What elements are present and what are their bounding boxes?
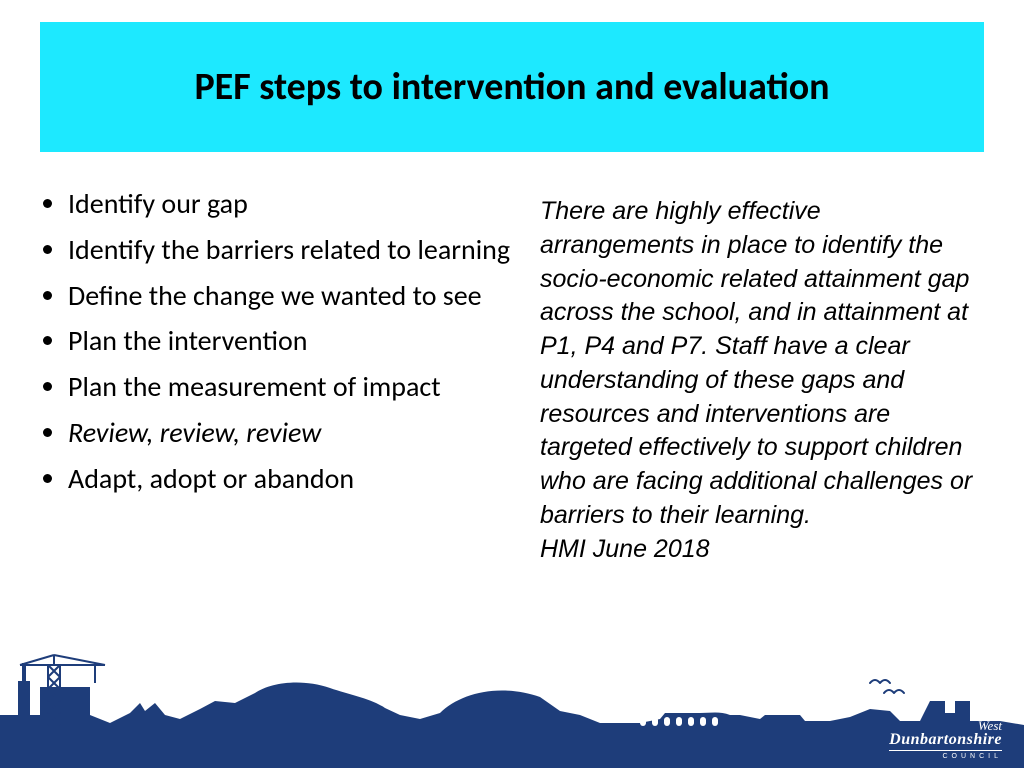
slide: PEF steps to intervention and evaluation… <box>0 0 1024 768</box>
quote-attribution: HMI June 2018 <box>540 535 980 564</box>
bullet-item: Identify the barriers related to learnin… <box>68 231 530 269</box>
bullet-item: Plan the intervention <box>68 322 530 360</box>
council-logo: West Dunbartonshire COUNCIL <box>889 719 1002 760</box>
body-area: Identify our gap Identify the barriers r… <box>40 175 984 658</box>
title-bar: PEF steps to intervention and evaluation <box>40 22 984 152</box>
bullets-column: Identify our gap Identify the barriers r… <box>40 175 530 658</box>
logo-line-2: Dunbartonshire <box>889 732 1002 748</box>
bullet-list: Identify our gap Identify the barriers r… <box>40 185 530 498</box>
bullet-item: Adapt, adopt or abandon <box>68 460 530 498</box>
bullet-item: Review, review, review <box>68 414 530 452</box>
quote-text: There are highly effective arrangements … <box>540 195 980 533</box>
slide-title: PEF steps to intervention and evaluation <box>194 64 829 110</box>
footer-silhouette: West Dunbartonshire COUNCIL <box>0 653 1024 768</box>
bullet-item: Plan the measurement of impact <box>68 368 530 406</box>
quote-column: There are highly effective arrangements … <box>540 175 984 658</box>
bullet-item: Identify our gap <box>68 185 530 223</box>
skyline-svg <box>0 653 1024 768</box>
logo-line-3: COUNCIL <box>889 750 1002 760</box>
bullet-item: Define the change we wanted to see <box>68 277 530 315</box>
